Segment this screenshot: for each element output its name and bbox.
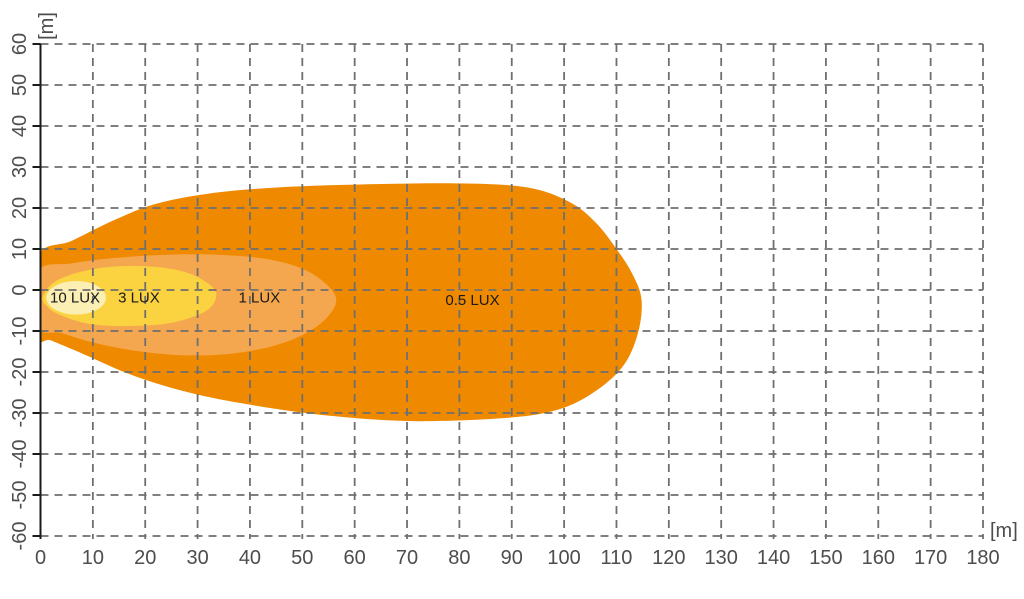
y-tick-label--10: -10 xyxy=(9,317,31,346)
y-tick-label-30: 30 xyxy=(9,156,31,178)
x-tick-label-110: 110 xyxy=(601,547,633,569)
x-tick-label-0: 0 xyxy=(35,547,46,569)
x-tick-label-160: 160 xyxy=(862,547,895,569)
contour-labels: 0.5 LUX 1 LUX 3 LUX 10 LUX xyxy=(50,290,500,309)
y-axis-ticks xyxy=(32,43,41,537)
x-tick-label-70: 70 xyxy=(396,547,418,569)
y-tick-label-10: 10 xyxy=(9,238,31,260)
x-tick-label-120: 120 xyxy=(652,547,685,569)
y-tick-label-50: 50 xyxy=(9,74,31,96)
y-tick-label--50: -50 xyxy=(9,481,31,510)
y-tick-label-0: 0 xyxy=(9,284,31,295)
x-tick-label-180: 180 xyxy=(966,547,999,569)
x-tick-label-170: 170 xyxy=(914,547,947,569)
contour-label-10-lux: 10 LUX xyxy=(50,290,100,307)
x-tick-label-20: 20 xyxy=(134,547,156,569)
y-tick-label--20: -20 xyxy=(9,358,31,387)
x-tick-label-30: 30 xyxy=(186,547,208,569)
contour-label-1-lux: 1 LUX xyxy=(239,290,281,307)
contour-label-0_5-lux: 0.5 LUX xyxy=(445,292,499,309)
x-tick-label-150: 150 xyxy=(809,547,842,569)
y-tick-label--60: -60 xyxy=(9,522,31,551)
y-tick-label-40: 40 xyxy=(9,115,31,137)
x-tick-label-100: 100 xyxy=(547,547,580,569)
x-tick-label-80: 80 xyxy=(448,547,470,569)
x-tick-label-10: 10 xyxy=(82,547,104,569)
contour-label-3-lux: 3 LUX xyxy=(118,290,160,307)
x-tick-label-90: 90 xyxy=(501,547,523,569)
contour-region-0_5-lux xyxy=(40,183,642,422)
y-tick-label--30: -30 xyxy=(9,399,31,428)
y-tick-labels: 60 50 40 30 20 10 0 -10 -20 -30 -40 -50 -60 xyxy=(9,33,31,551)
y-tick-label--40: -40 xyxy=(9,440,31,469)
y-axis-unit-label: [m] xyxy=(36,12,58,40)
x-tick-label-130: 130 xyxy=(705,547,738,569)
y-tick-label-20: 20 xyxy=(9,197,31,219)
x-tick-label-60: 60 xyxy=(344,547,366,569)
grid-lines xyxy=(39,43,984,539)
y-tick-label-60: 60 xyxy=(9,33,31,55)
x-tick-labels: 0 10 20 30 40 50 60 70 80 90 100 110 120 130 140 150 160… xyxy=(35,547,1000,569)
x-tick-label-40: 40 xyxy=(239,547,261,569)
x-tick-label-50: 50 xyxy=(291,547,313,569)
beam-contour-regions xyxy=(40,183,642,422)
x-axis-unit-label: [m] xyxy=(990,520,1018,542)
x-tick-label-140: 140 xyxy=(757,547,790,569)
